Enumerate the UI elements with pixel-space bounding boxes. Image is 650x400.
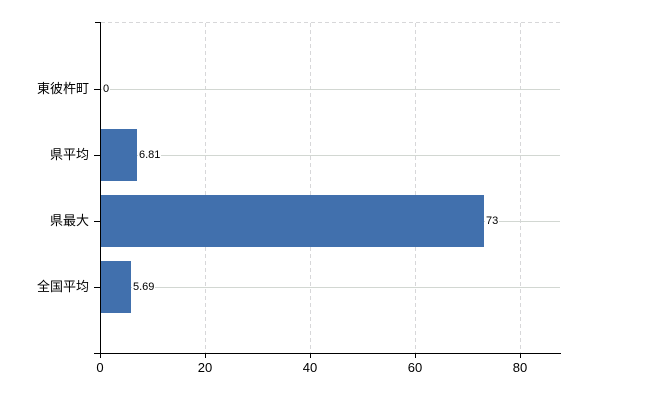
category-label: 東彼杵町 [36,81,89,96]
x-axis-line [94,353,561,354]
x-axis-tick [310,354,311,358]
category-label: 県平均 [49,147,89,162]
bar-value-label: 6.81 [138,148,162,162]
bar [101,195,484,247]
bar [101,129,137,181]
horizontal-gridline [101,89,560,90]
y-axis-tick [94,155,100,156]
x-axis-tick-label: 0 [96,360,104,375]
y-axis-tick [94,89,100,90]
x-axis-tick [415,354,416,358]
y-axis-tick [94,221,100,222]
x-axis-tick-label: 40 [302,360,318,375]
plot-top-border [101,22,560,23]
x-axis-tick [205,354,206,358]
x-axis-tick [520,354,521,358]
vertical-gridline [310,23,311,353]
vertical-gridline [520,23,521,353]
bar-value-label: 5.69 [132,280,156,294]
horizontal-gridline [101,287,560,288]
bar [101,261,131,313]
category-label: 県最大 [49,213,89,228]
vertical-gridline [415,23,416,353]
horizontal-gridline [101,155,560,156]
x-axis-tick [100,354,101,358]
bar-value-label: 0 [102,82,111,96]
category-label: 全国平均 [36,279,89,294]
x-axis-tick-label: 60 [407,360,423,375]
vertical-gridline [205,23,206,353]
y-axis-top-tick [95,22,101,23]
y-axis-line [100,22,101,354]
y-axis-tick [94,287,100,288]
x-axis-tick-label: 80 [512,360,528,375]
bar-value-label: 73 [485,214,500,228]
x-axis-tick-label: 20 [197,360,213,375]
